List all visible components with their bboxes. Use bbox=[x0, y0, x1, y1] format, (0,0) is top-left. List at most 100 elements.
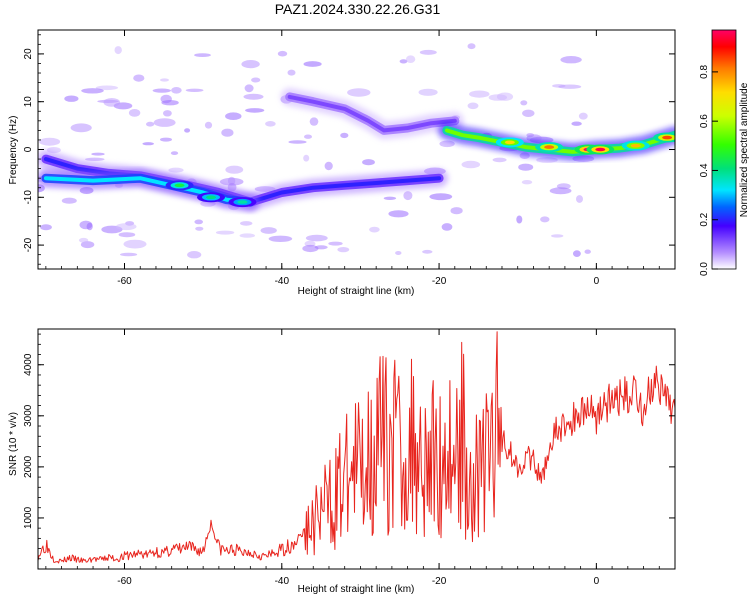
heatmap-speckle-blob bbox=[239, 233, 255, 238]
heatmap-speckle-blob bbox=[337, 247, 350, 253]
heatmap-speckle-blob bbox=[64, 95, 79, 102]
heatmap-speckle-blob bbox=[95, 85, 118, 91]
heatmap-speckle-blob bbox=[160, 137, 172, 142]
heatmap-speckle-blob bbox=[399, 59, 408, 64]
heatmap-speckle-blob bbox=[225, 112, 242, 120]
heatmap-speckle-blob bbox=[450, 207, 463, 215]
heatmap-speckle-blob bbox=[340, 132, 349, 139]
heatmap-speckle-blob bbox=[520, 100, 528, 106]
colorbar-gradient bbox=[711, 29, 737, 270]
y-tick-label: 0 bbox=[23, 146, 34, 152]
colorbar-tick-label: 0.2 bbox=[699, 212, 710, 226]
heatmap-speckle-blob bbox=[429, 193, 453, 201]
heatmap-speckle-blob bbox=[551, 234, 564, 238]
heatmap-speckle-blob bbox=[187, 251, 202, 259]
y-tick-label: 4000 bbox=[23, 353, 34, 376]
colorbar-tick-label: 0.6 bbox=[699, 114, 710, 128]
heatmap-speckle-blob bbox=[467, 43, 476, 50]
snr-x-axis-label: Height of straight line (km) bbox=[298, 584, 415, 595]
heatmap-speckle-blob bbox=[521, 180, 533, 185]
heatmap-speckle-blob bbox=[576, 195, 583, 203]
colorbar-tick-label: 0.8 bbox=[699, 64, 710, 78]
heatmap-speckle-blob bbox=[128, 109, 141, 117]
x-tick-label: 0 bbox=[594, 576, 600, 587]
heatmap-speckle-blob bbox=[240, 221, 253, 226]
hotspot-core bbox=[595, 147, 606, 152]
heatmap-speckle-blob bbox=[418, 88, 438, 96]
y-tick-label: -20 bbox=[23, 237, 34, 252]
heatmap-speckle-blob bbox=[152, 88, 171, 93]
heatmap-hotspot bbox=[165, 180, 194, 191]
x-tick-label: -20 bbox=[432, 576, 447, 587]
heatmap-speckle-blob bbox=[328, 241, 343, 246]
heatmap-speckle-blob bbox=[403, 191, 413, 201]
x-tick-label: -20 bbox=[432, 276, 447, 287]
heatmap-speckle-blob bbox=[578, 112, 588, 120]
heatmap-speckle-blob bbox=[522, 109, 535, 118]
heatmap-speckle-blob bbox=[405, 55, 416, 63]
heatmap-hotspot bbox=[621, 140, 650, 151]
heatmap-speckle-blob bbox=[114, 46, 122, 55]
heatmap-speckle-blob bbox=[422, 249, 433, 254]
heatmap-speckle-blob bbox=[362, 159, 375, 166]
heatmap-speckle-blob bbox=[540, 216, 550, 223]
colorbar-tick-label: 0.0 bbox=[699, 262, 710, 276]
hotspot-core bbox=[662, 135, 673, 140]
y-tick-label: 2000 bbox=[23, 455, 34, 478]
heatmap-speckle-blob bbox=[163, 110, 172, 117]
hotspot-core bbox=[630, 143, 641, 148]
heatmap-speckle-blob bbox=[142, 142, 154, 146]
colorbar: 0.0 0.2 0.4 0.6 0.8 Normalized spectral ampl… bbox=[699, 29, 750, 276]
x-tick-label: -40 bbox=[275, 576, 290, 587]
heatmap-speckle-blob bbox=[303, 154, 310, 162]
heatmap-speckle-blob bbox=[518, 163, 534, 171]
heatmap-speckle-blob bbox=[305, 234, 328, 242]
snr-line bbox=[38, 331, 675, 564]
hotspot-core bbox=[504, 140, 515, 145]
heatmap-y-axis-label: Frequency (Hz) bbox=[8, 116, 19, 185]
y-tick-label: -10 bbox=[23, 190, 34, 205]
heatmap-speckle-blob bbox=[61, 197, 77, 204]
heatmap-speckle bbox=[38, 43, 595, 259]
heatmap-speckle-blob bbox=[81, 88, 104, 94]
heatmap-speckle-blob bbox=[219, 177, 244, 186]
heatmap-speckle-blob bbox=[304, 134, 312, 139]
heatmap-hotspot bbox=[228, 197, 257, 208]
heatmap-speckle-blob bbox=[324, 161, 333, 171]
y-tick-label: 1000 bbox=[23, 506, 34, 529]
snr-series bbox=[38, 331, 675, 564]
heatmap-speckle-blob bbox=[245, 108, 265, 113]
colorbar-ticks: 0.0 0.2 0.4 0.6 0.8 bbox=[699, 64, 718, 276]
snr-panel: -60 -40 -20 0 1000 2000 3000 4000 Height of st… bbox=[8, 328, 676, 595]
page-title: PAZ1.2024.330.22.26.G31 bbox=[274, 1, 441, 17]
x-tick-label: -60 bbox=[117, 276, 132, 287]
heatmap-speckle-blob bbox=[160, 78, 169, 82]
heatmap-speckle-blob bbox=[441, 223, 453, 231]
y-tick-label: 10 bbox=[23, 96, 34, 108]
heatmap-hotspot bbox=[653, 132, 675, 143]
colorbar-tick-label: 0.4 bbox=[699, 163, 710, 177]
heatmap-speckle-blob bbox=[185, 88, 204, 93]
heatmap-speckle-blob bbox=[161, 100, 179, 106]
heatmap-speckle-blob bbox=[243, 93, 264, 100]
heatmap-speckle-blob bbox=[103, 98, 121, 107]
heatmap-y-ticks: -20 -10 0 10 20 bbox=[23, 34, 675, 265]
heatmap-speckle-blob bbox=[560, 56, 582, 64]
heatmap-speckle-blob bbox=[194, 219, 203, 225]
heatmap-speckle-blob bbox=[287, 69, 296, 76]
heatmap-speckle-blob bbox=[85, 157, 105, 161]
heatmap-hotspot bbox=[495, 137, 524, 148]
hotspot-core bbox=[237, 200, 248, 204]
snr-y-axis-label: SNR (10 * v/v) bbox=[8, 412, 19, 476]
heatmap-speckle-blob bbox=[153, 118, 176, 127]
heatmap-speckle-blob bbox=[549, 187, 572, 195]
heatmap-speckle-blob bbox=[469, 90, 490, 98]
heatmap-speckle-blob bbox=[302, 244, 319, 253]
heatmap-speckle-blob bbox=[241, 60, 260, 69]
heatmap-x-axis-label: Height of straight line (km) bbox=[298, 286, 415, 297]
heatmap-speckle-blob bbox=[369, 226, 380, 233]
heatmap-speckle-blob bbox=[80, 241, 95, 249]
heatmap-x-ticks: -60 -40 -20 0 bbox=[45, 30, 676, 287]
heatmap-speckle-blob bbox=[40, 224, 52, 231]
